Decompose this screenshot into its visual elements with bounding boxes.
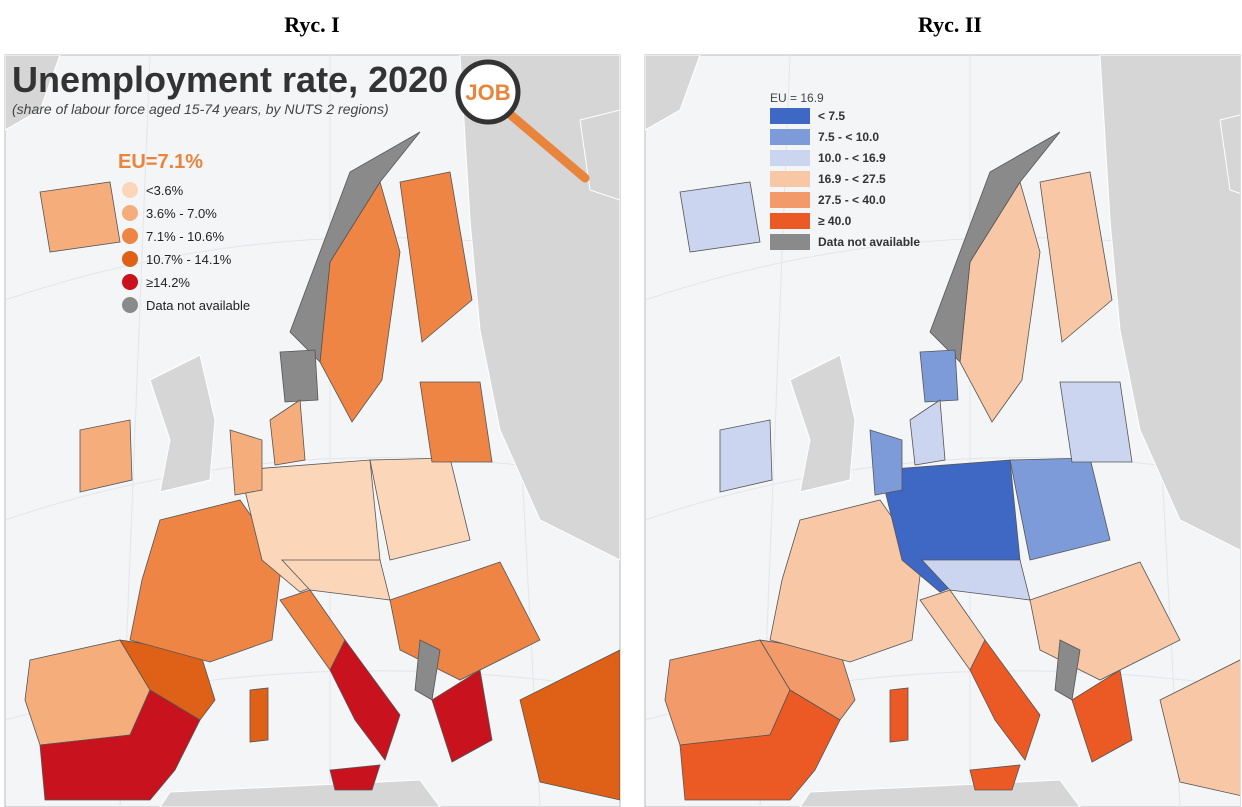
legend-swatch — [122, 182, 138, 198]
region — [40, 182, 120, 252]
badge-text: JOB — [465, 80, 510, 105]
map-subtitle: (share of labour force aged 15-74 years,… — [12, 101, 389, 117]
legend-swatch — [770, 150, 810, 166]
region — [1060, 382, 1132, 462]
caption: Ryc. I — [284, 12, 339, 37]
legend-swatch — [122, 297, 138, 313]
region — [280, 350, 318, 402]
caption: Ryc. II — [918, 12, 982, 37]
legend-label: 7.5 - < 10.0 — [818, 130, 879, 144]
map-title: Unemployment rate, 2020 — [12, 59, 448, 100]
legend-title: EU = 16.9 — [770, 91, 824, 105]
page: Ryc. I Ryc. II Unemployment rate, 2020 (… — [0, 0, 1242, 807]
panel-left — [5, 55, 620, 807]
legend-swatch — [770, 171, 810, 187]
legend-label: 16.9 - < 27.5 — [818, 172, 886, 186]
legend-label: < 7.5 — [818, 109, 845, 123]
region — [420, 382, 492, 462]
region — [680, 182, 760, 252]
map — [645, 55, 1242, 807]
legend-label: 27.5 - < 40.0 — [818, 193, 886, 207]
region — [870, 430, 902, 495]
legend-label: <3.6% — [146, 183, 184, 198]
legend-swatch — [122, 228, 138, 244]
legend-swatch — [770, 192, 810, 208]
legend-label: 10.0 - < 16.9 — [818, 151, 886, 165]
panel-right — [645, 55, 1242, 807]
legend-label: ≥14.2% — [146, 275, 190, 290]
legend-swatch — [122, 205, 138, 221]
legend-title: EU=7.1% — [118, 151, 203, 173]
legend-swatch — [770, 213, 810, 229]
region — [720, 420, 772, 492]
legend-label: Data not available — [146, 298, 250, 313]
legend-swatch — [770, 108, 810, 124]
legend-swatch — [122, 251, 138, 267]
region — [890, 688, 908, 742]
legend-label: Data not available — [818, 235, 920, 249]
region — [250, 688, 268, 742]
legend-swatch — [770, 129, 810, 145]
legend-label: ≥ 40.0 — [818, 214, 852, 228]
legend-swatch — [122, 274, 138, 290]
legend-swatch — [770, 234, 810, 250]
legend-label: 3.6% - 7.0% — [146, 206, 217, 221]
region — [230, 430, 262, 495]
legend-label: 7.1% - 10.6% — [146, 229, 224, 244]
legend-label: 10.7% - 14.1% — [146, 252, 232, 267]
region — [920, 350, 958, 402]
region — [80, 420, 132, 492]
map — [5, 55, 620, 807]
